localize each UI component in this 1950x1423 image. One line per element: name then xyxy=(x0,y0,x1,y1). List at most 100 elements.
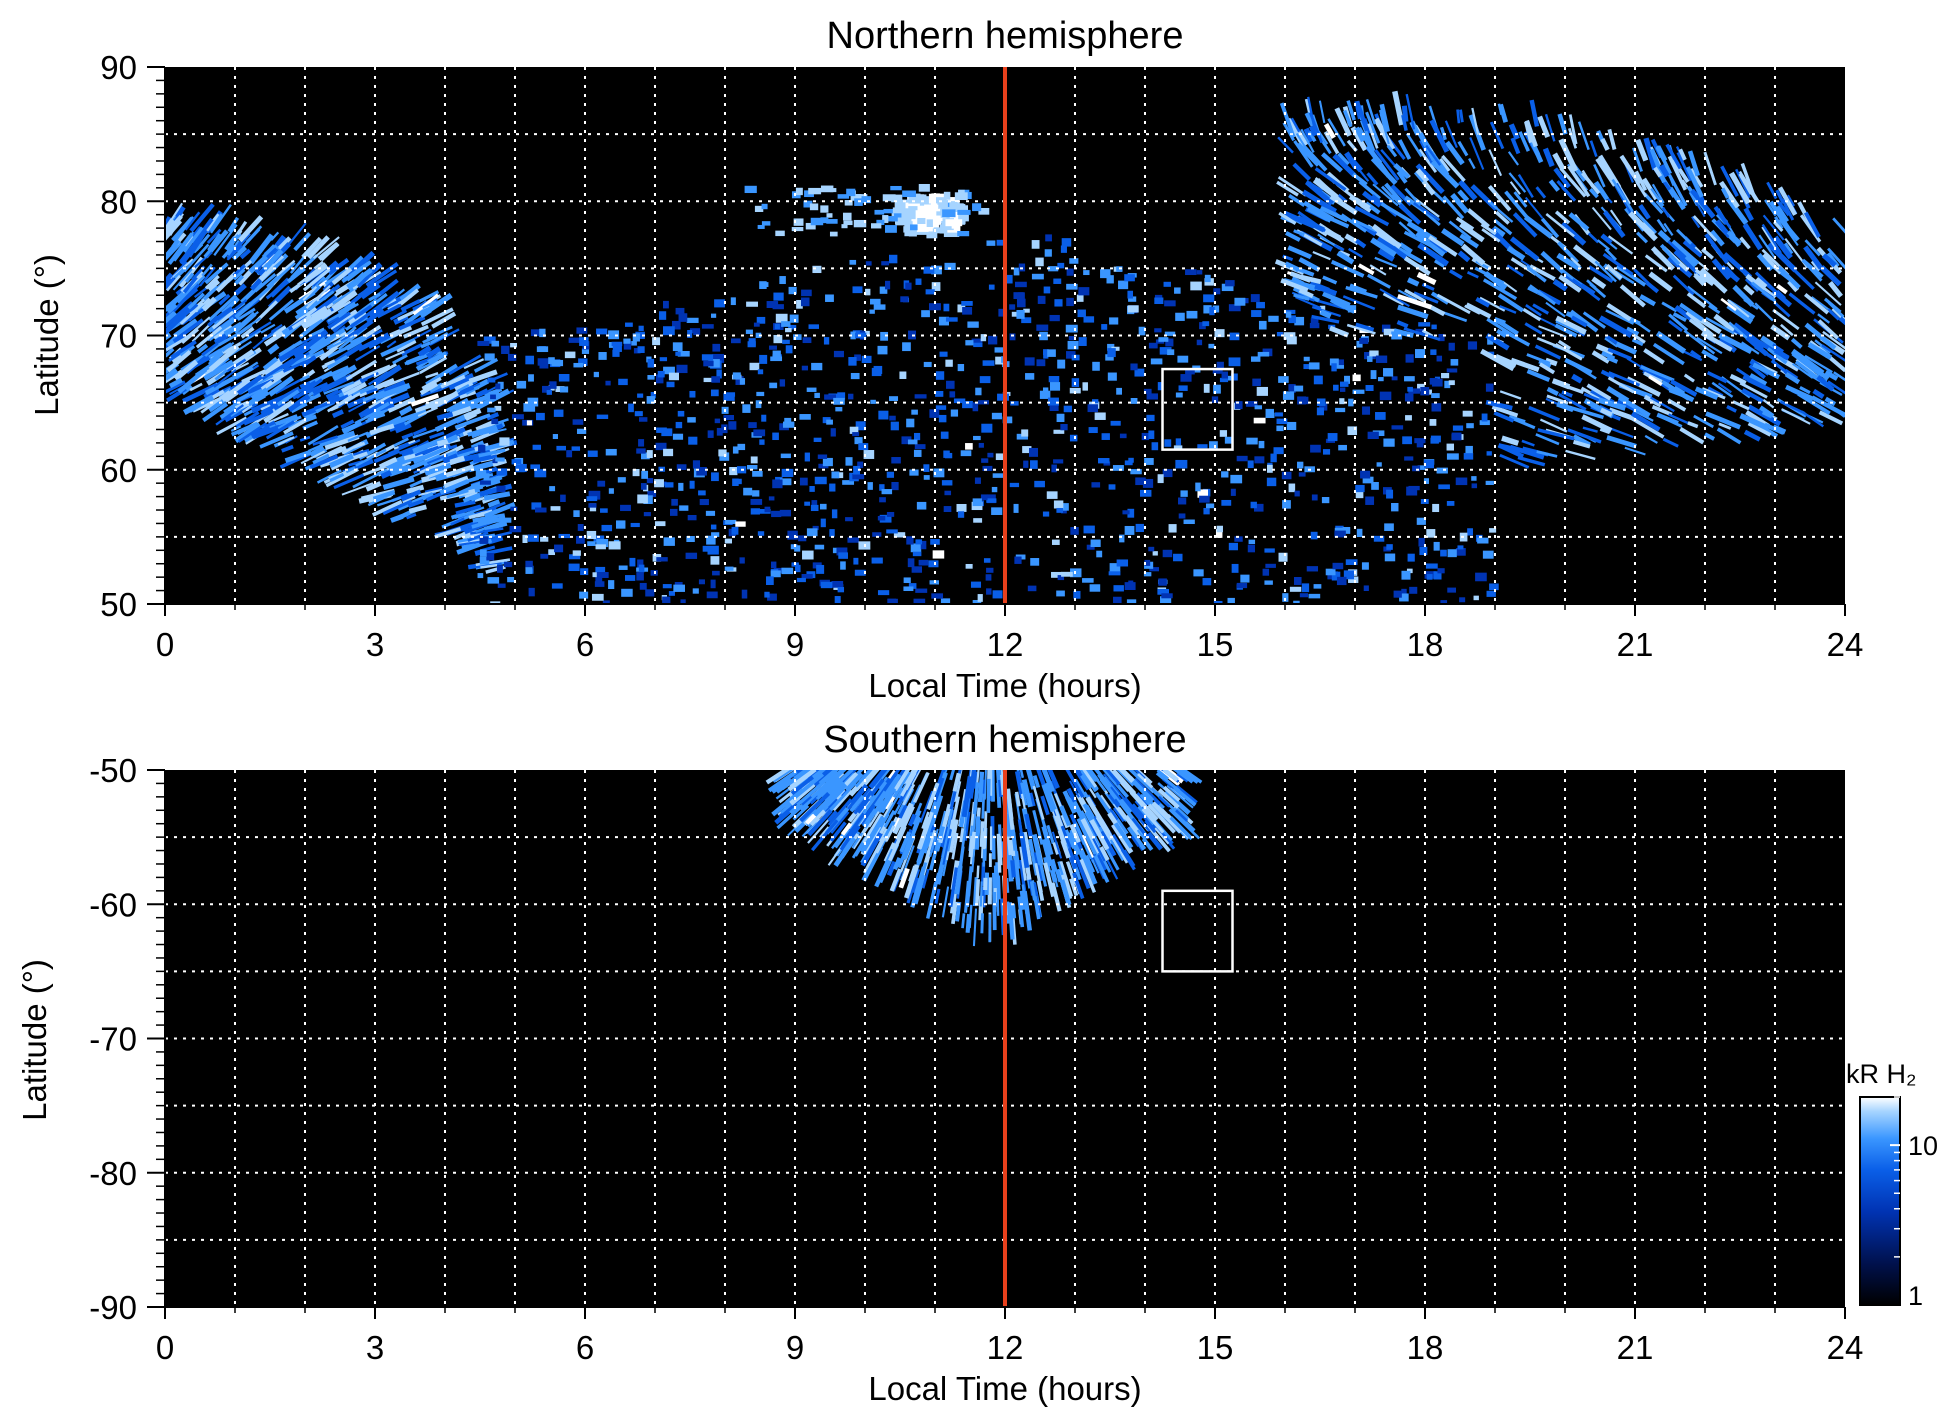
north-aurora-streak xyxy=(213,325,233,340)
north-aurora-pixel xyxy=(1047,397,1059,406)
north-aurora-streak xyxy=(472,454,498,464)
north-aurora-pixel xyxy=(1122,510,1130,515)
north-aurora-pixel xyxy=(835,407,843,412)
south-aurora-streak xyxy=(1147,803,1176,834)
north-aurora-pixel xyxy=(1092,361,1100,371)
south-aurora-streak xyxy=(1093,854,1110,883)
north-aurora-streak xyxy=(1681,349,1703,362)
north-aurora-pixel xyxy=(1355,489,1364,499)
north-aurora-streak xyxy=(201,263,213,277)
north-aurora-pixel xyxy=(1190,281,1202,291)
north-aurora-pixel xyxy=(1416,517,1426,525)
north-aurora-pixel xyxy=(572,419,584,425)
north-aurora-pixel xyxy=(663,448,674,457)
north-aurora-pixel xyxy=(753,322,760,327)
north-aurora-pixel xyxy=(1383,328,1395,336)
north-aurora-pixel xyxy=(1407,386,1413,392)
north-aurora-streak xyxy=(400,343,423,357)
north-aurora-pixel xyxy=(1303,356,1310,362)
north-aurora-pixel xyxy=(1103,461,1111,466)
north-aurora-pixel xyxy=(706,591,718,599)
north-aurora-pixel xyxy=(1160,596,1172,604)
north-aurora-pixel xyxy=(910,213,924,222)
south-aurora-streak xyxy=(1172,786,1197,807)
north-aurora-pixel xyxy=(1203,383,1210,393)
north-aurora-pixel xyxy=(1231,563,1239,573)
south-aurora-streak xyxy=(972,908,978,947)
north-aurora-pixel xyxy=(1462,410,1473,417)
north-aurora-streak xyxy=(454,379,474,393)
north-aurora-pixel xyxy=(1037,295,1046,304)
north-aurora-pixel xyxy=(1367,431,1379,440)
north-aurora-pixel xyxy=(978,400,989,405)
north-aurora-pixel xyxy=(728,421,737,430)
north-aurora-pixel xyxy=(935,371,945,380)
north-aurora-pixel xyxy=(1185,269,1197,276)
north-aurora-streak xyxy=(281,444,294,453)
north-aurora-pixel xyxy=(1045,234,1052,242)
north-aurora-pixel xyxy=(891,194,903,203)
north-aurora-streak xyxy=(407,498,425,508)
north-aurora-pixel xyxy=(960,450,972,457)
north-aurora-streak xyxy=(1819,265,1842,287)
north-aurora-streak xyxy=(1568,212,1590,232)
north-aurora-pixel xyxy=(975,387,982,396)
north-aurora-streak xyxy=(1524,120,1535,143)
north-aurora-streak xyxy=(1279,102,1296,139)
north-aurora-pixel xyxy=(1288,315,1296,324)
north-aurora-streak xyxy=(425,346,442,359)
north-aurora-pixel xyxy=(939,351,948,357)
north-aurora-streak xyxy=(479,426,498,436)
north-aurora-pixel xyxy=(1110,420,1121,426)
north-aurora-streak xyxy=(1691,216,1701,229)
south-aurora-streak xyxy=(1104,770,1121,786)
north-aurora-pixel xyxy=(1250,501,1257,509)
north-aurora-streak xyxy=(1489,121,1505,150)
north-aurora-streak xyxy=(380,469,392,479)
north-aurora-pixel xyxy=(905,282,912,290)
north-aurora-streak xyxy=(310,276,326,290)
north-aurora-pixel xyxy=(1429,419,1437,426)
north-aurora-pixel xyxy=(820,205,829,213)
north-aurora-pixel xyxy=(902,190,916,198)
north-aurora-pixel xyxy=(637,393,644,398)
north-aurora-pixel xyxy=(1254,456,1265,464)
north-aurora-streak xyxy=(1494,354,1518,368)
north-aurora-streak xyxy=(313,260,324,270)
north-aurora-pixel xyxy=(1069,434,1078,442)
north-aurora-streak xyxy=(1775,189,1785,204)
south-aurora-streak xyxy=(1069,878,1079,897)
north-aurora-pixel xyxy=(800,297,810,307)
south-aurora-streak xyxy=(1028,792,1036,807)
south-aurora-streak xyxy=(924,829,937,863)
north-aurora-pixel xyxy=(926,219,933,228)
north-aurora-pixel xyxy=(1264,548,1275,553)
north-aurora-streak xyxy=(366,387,378,395)
north-aurora-streak xyxy=(300,450,326,465)
north-aurora-pixel xyxy=(1325,568,1336,576)
north-aurora-pixel xyxy=(915,539,923,545)
north-aurora-pixel xyxy=(935,405,947,410)
south-aurora-streak xyxy=(1141,807,1165,834)
north-aurora-streak xyxy=(1776,265,1801,290)
north-aurora-streak xyxy=(1643,137,1658,171)
north-aurora-streak xyxy=(1754,276,1768,290)
north-aurora-pixel xyxy=(1168,524,1177,533)
north-aurora-pixel xyxy=(931,282,941,292)
north-aurora-pixel xyxy=(981,458,989,463)
north-aurora-streak xyxy=(1735,168,1751,199)
north-aurora-pixel xyxy=(668,372,679,381)
north-aurora-streak xyxy=(291,314,312,330)
north-aurora-streak xyxy=(1501,435,1520,446)
north-aurora-streak xyxy=(188,229,208,258)
north-aurora-pixel xyxy=(527,534,539,542)
north-aurora-streak xyxy=(199,266,216,287)
north-aurora-streak xyxy=(1722,252,1753,279)
north-aurora-streak xyxy=(1416,271,1437,286)
north-aurora-pixel xyxy=(1455,548,1466,556)
north-aurora-streak xyxy=(1488,200,1514,223)
north-aurora-pixel xyxy=(1367,355,1373,362)
north-aurora-pixel xyxy=(1030,460,1038,469)
north-aurora-streak xyxy=(1441,154,1466,182)
north-aurora-streak xyxy=(387,461,403,472)
